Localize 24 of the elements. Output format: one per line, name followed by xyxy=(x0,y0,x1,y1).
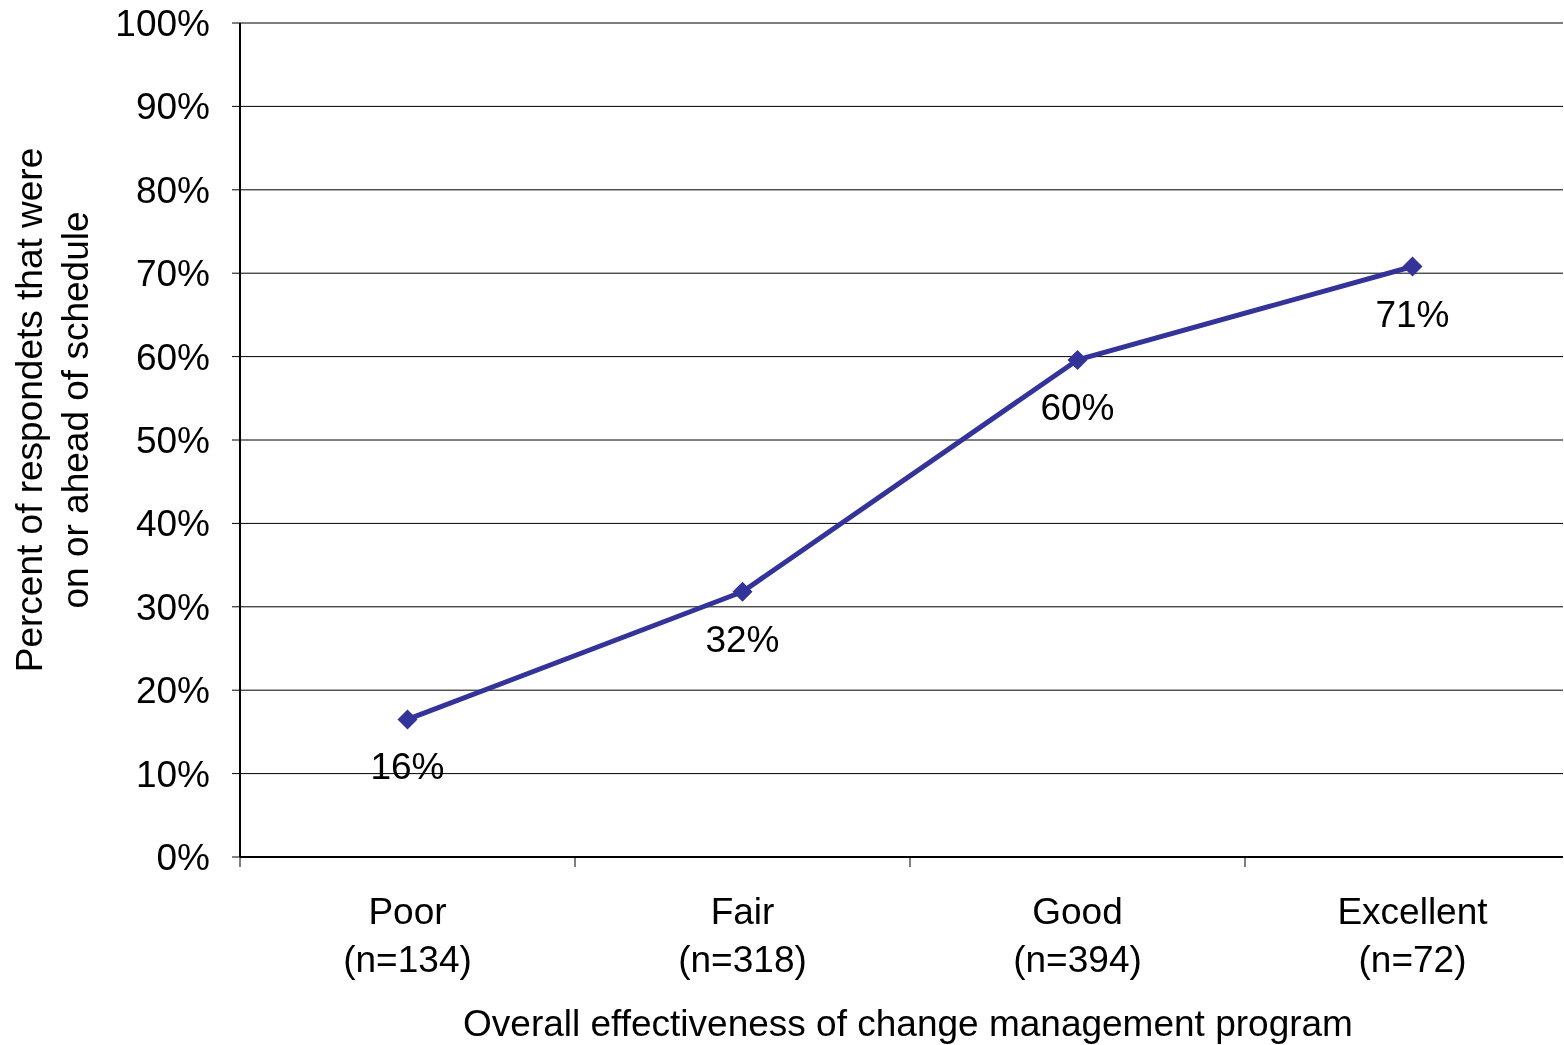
data-label: 71% xyxy=(1375,293,1450,335)
x-tick-label: Poor (n=134) xyxy=(343,891,472,980)
y-tick-label: 50% xyxy=(135,419,210,461)
y-tick-label: 80% xyxy=(135,169,210,211)
y-tick-label: 100% xyxy=(115,2,210,44)
data-label: 60% xyxy=(1040,386,1115,428)
x-axis-title: Overall effectiveness of change management program xyxy=(463,1003,1353,1044)
point xyxy=(1402,256,1423,277)
point xyxy=(397,709,418,730)
y-tick-label: 10% xyxy=(135,753,210,795)
x-tick-label: Good (n=394) xyxy=(1013,891,1142,980)
y-tick-label: 70% xyxy=(135,253,210,295)
y-tick-label: 40% xyxy=(135,503,210,545)
x-tick-label: Fair (n=318) xyxy=(678,891,807,980)
point xyxy=(1067,349,1088,370)
x-tick-label: Excellent (n=72) xyxy=(1337,891,1489,980)
y-tick-label: 20% xyxy=(135,670,210,712)
y-axis-title: Percent of respondets that were on or ahead of schedule xyxy=(9,147,96,673)
point xyxy=(732,581,753,602)
y-tick-label: 0% xyxy=(156,836,210,878)
y-tick-label: 90% xyxy=(135,86,210,128)
data-label: 32% xyxy=(705,618,780,660)
y-tick-label: 60% xyxy=(135,336,210,378)
y-tick-label: 30% xyxy=(135,586,210,628)
